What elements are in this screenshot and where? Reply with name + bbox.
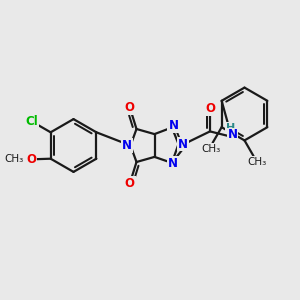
Text: N: N — [227, 128, 238, 142]
Text: N: N — [168, 157, 178, 170]
Text: O: O — [124, 177, 135, 190]
Text: O: O — [206, 102, 216, 115]
Text: CH₃: CH₃ — [202, 144, 221, 154]
Text: O: O — [124, 100, 135, 114]
Text: CH₃: CH₃ — [248, 157, 267, 167]
Text: N: N — [178, 137, 188, 151]
Text: H: H — [226, 123, 235, 133]
Text: N: N — [122, 139, 132, 152]
Text: N: N — [168, 119, 178, 132]
Text: O: O — [26, 153, 36, 166]
Text: Cl: Cl — [26, 115, 38, 128]
Text: CH₃: CH₃ — [4, 154, 24, 164]
